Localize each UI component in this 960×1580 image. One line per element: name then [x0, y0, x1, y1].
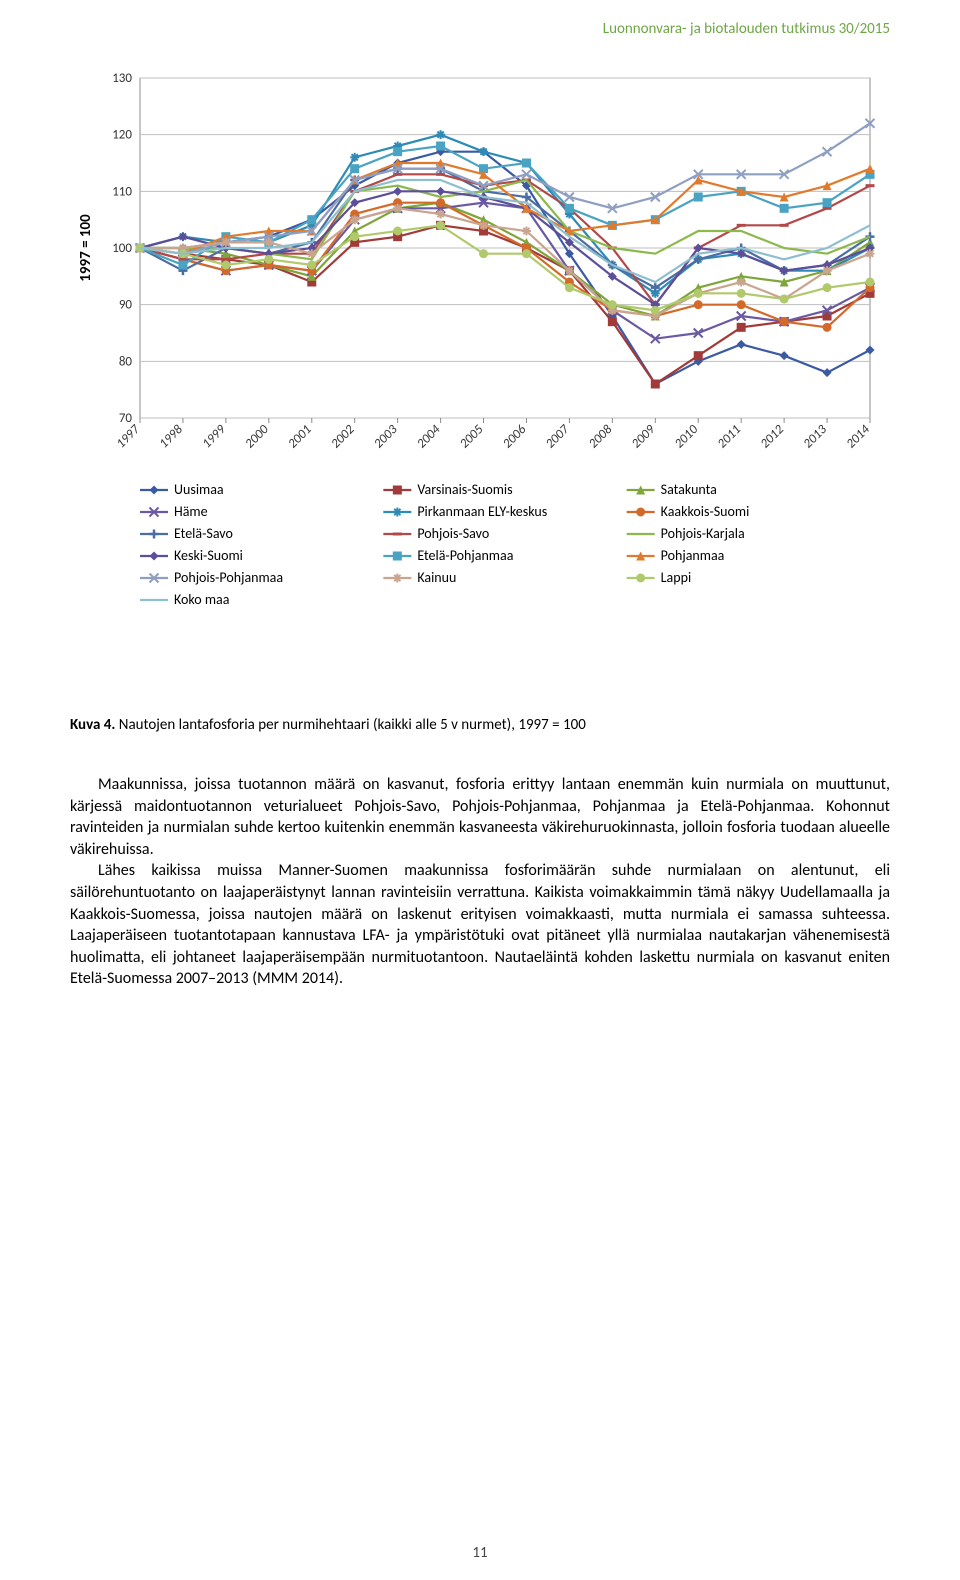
svg-text:Pohjanmaa: Pohjanmaa — [661, 547, 725, 564]
svg-text:Pohjois-Karjala: Pohjois-Karjala — [661, 525, 745, 542]
svg-text:Varsinais-Suomis: Varsinais-Suomis — [417, 481, 512, 498]
caption-label: Kuva 4. — [70, 716, 115, 734]
svg-text:2002: 2002 — [328, 422, 358, 452]
line-chart: 7080901001101201301997 = 100199719981999… — [70, 68, 890, 708]
svg-text:Kainuu: Kainuu — [417, 569, 456, 586]
svg-text:Keski-Suomi: Keski-Suomi — [174, 547, 243, 564]
svg-text:2000: 2000 — [242, 422, 272, 452]
svg-text:2011: 2011 — [715, 422, 744, 451]
svg-text:120: 120 — [112, 128, 132, 143]
caption-text: Nautojen lantafosforia per nurmihehtaari… — [115, 716, 585, 734]
svg-text:Häme: Häme — [174, 503, 208, 520]
svg-text:2013: 2013 — [801, 422, 831, 452]
svg-text:Etelä-Pohjanmaa: Etelä-Pohjanmaa — [417, 547, 513, 564]
svg-text:90: 90 — [119, 298, 133, 313]
svg-text:2012: 2012 — [758, 422, 788, 452]
svg-text:2007: 2007 — [543, 422, 573, 452]
svg-text:80: 80 — [119, 354, 133, 369]
svg-text:2009: 2009 — [629, 422, 659, 452]
svg-text:Pohjois-Pohjanmaa: Pohjois-Pohjanmaa — [174, 569, 283, 586]
svg-text:Koko maa: Koko maa — [174, 591, 229, 608]
svg-text:Pohjois-Savo: Pohjois-Savo — [417, 525, 489, 542]
figure-caption: Kuva 4. Nautojen lantafosforia per nurmi… — [70, 716, 890, 734]
svg-text:2006: 2006 — [500, 422, 530, 452]
svg-text:2005: 2005 — [457, 422, 487, 452]
svg-text:2001: 2001 — [285, 422, 314, 451]
svg-text:Kaakkois-Suomi: Kaakkois-Suomi — [661, 503, 750, 520]
svg-text:2003: 2003 — [371, 422, 401, 452]
svg-text:Lappi: Lappi — [661, 569, 692, 586]
svg-text:110: 110 — [112, 184, 132, 199]
svg-text:Uusimaa: Uusimaa — [174, 481, 224, 498]
svg-text:2008: 2008 — [586, 422, 616, 452]
running-head: Luonnonvara- ja biotalouden tutkimus 30/… — [70, 20, 890, 38]
body-text: Maakunnissa, joissa tuotannon määrä on k… — [70, 774, 890, 990]
svg-text:1997 = 100: 1997 = 100 — [77, 214, 95, 282]
svg-text:1998: 1998 — [157, 422, 187, 452]
svg-text:Pirkanmaan ELY-keskus: Pirkanmaan ELY-keskus — [417, 503, 547, 520]
svg-text:1999: 1999 — [199, 422, 229, 452]
svg-text:Etelä-Savo: Etelä-Savo — [174, 525, 233, 542]
svg-text:2014: 2014 — [844, 422, 874, 452]
paragraph: Maakunnissa, joissa tuotannon määrä on k… — [70, 774, 890, 860]
svg-text:2010: 2010 — [672, 422, 702, 452]
svg-text:130: 130 — [112, 71, 132, 86]
svg-text:100: 100 — [112, 241, 132, 256]
svg-text:2004: 2004 — [414, 422, 444, 452]
page-number: 11 — [0, 1544, 960, 1562]
paragraph: Lähes kaikissa muissa Manner-Suomen maak… — [70, 860, 890, 990]
svg-text:1997: 1997 — [114, 422, 144, 452]
svg-text:Satakunta: Satakunta — [661, 481, 717, 498]
